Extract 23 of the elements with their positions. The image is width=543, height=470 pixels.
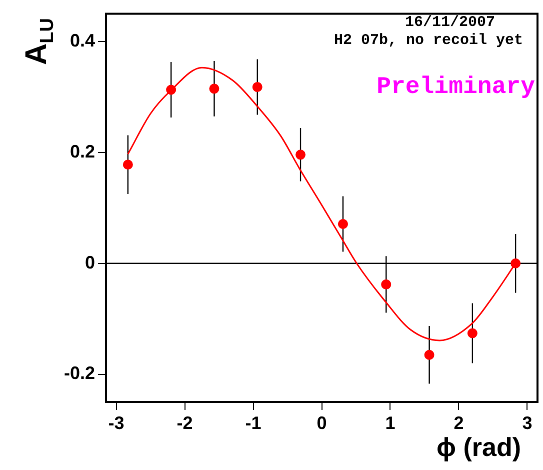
x-axis-title: ϕ (rad)	[436, 432, 521, 463]
point	[122, 160, 133, 170]
x-tick-label: -2	[176, 412, 193, 433]
y-tick-label: 0	[84, 252, 95, 272]
point	[209, 84, 220, 94]
point	[424, 350, 434, 360]
y-tick-label: -0.2	[64, 363, 95, 384]
annotation: Preliminary	[376, 74, 535, 101]
point	[381, 279, 392, 290]
y-tick-label: 0.4	[70, 30, 95, 50]
y-tick-label: 0.2	[70, 141, 95, 162]
x-tick-label: 0	[316, 412, 327, 433]
x-tick-label: -3	[108, 412, 124, 433]
x-tick-label: 3	[522, 412, 532, 433]
point	[338, 218, 348, 229]
point	[252, 82, 262, 92]
annotation: H2 07b, no recoil yet	[334, 32, 523, 49]
x-tick-label: -1	[245, 412, 262, 433]
x-tick-label: 2	[454, 412, 464, 433]
annotation: 16/11/2007	[404, 14, 495, 31]
point	[467, 328, 478, 338]
point	[296, 150, 306, 160]
x-tick-label: 1	[385, 412, 396, 433]
